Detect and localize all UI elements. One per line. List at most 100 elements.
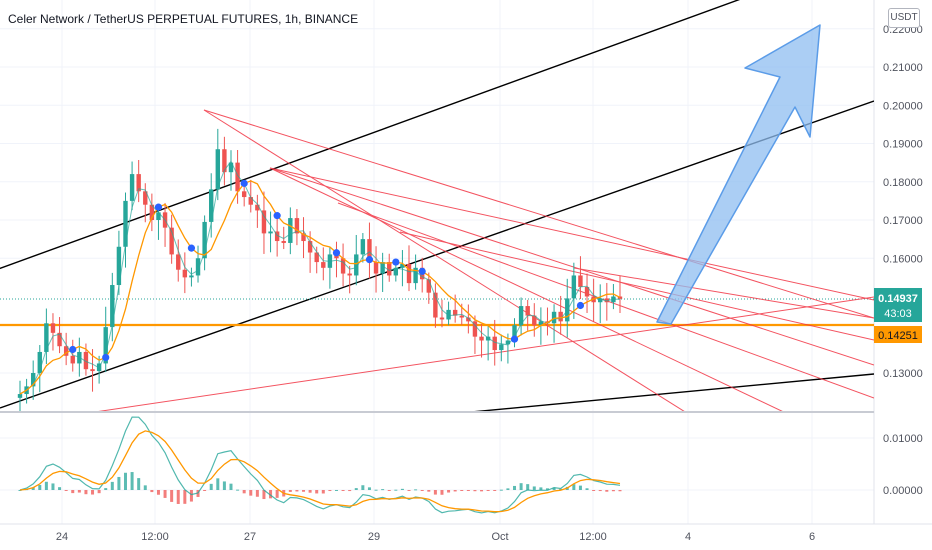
histogram-bar <box>592 490 596 491</box>
price-tick-label: 0.13000 <box>883 368 923 380</box>
up-arrow-drawing[interactable] <box>656 24 821 325</box>
histogram-bar <box>341 490 345 491</box>
histogram-bar <box>269 490 273 499</box>
time-axis[interactable]: 24 12:00 27 29 Oct 12:00 4 6 <box>56 531 815 543</box>
fast-moving-average <box>19 160 621 395</box>
signal-dot <box>332 249 341 257</box>
histogram-bar <box>433 490 437 495</box>
price-pane <box>0 0 874 415</box>
chart-title: Celer Network / TetherUS PERPETUAL FUTUR… <box>8 12 359 26</box>
candle-body <box>136 174 141 192</box>
histogram-bar <box>38 484 42 490</box>
histogram-bar <box>288 490 292 492</box>
candle-body <box>558 311 563 322</box>
signal-dot <box>365 256 374 264</box>
histogram-bar <box>420 490 424 491</box>
histogram-bar <box>209 483 213 490</box>
candle-body <box>274 231 280 242</box>
time-tick-label: Oct <box>491 531 508 543</box>
candle-body <box>314 252 319 263</box>
candle-body <box>202 221 207 259</box>
histogram-bar <box>295 490 299 492</box>
histogram-bar <box>123 472 127 490</box>
candle-body <box>17 394 23 398</box>
price-tick-label: 0.17000 <box>883 215 923 227</box>
time-tick-label: 12:00 <box>141 531 169 543</box>
candle-body <box>340 258 346 274</box>
time-tick-label: 4 <box>685 531 691 543</box>
histogram-bar <box>104 488 108 490</box>
signal-dot <box>418 267 426 275</box>
histogram-bar <box>77 490 81 493</box>
candle-body <box>413 267 418 284</box>
candle-body <box>433 292 438 318</box>
time-tick-label: 29 <box>368 531 380 543</box>
histogram-bar <box>58 487 62 490</box>
histogram-bar <box>532 486 536 490</box>
candle-body <box>50 323 56 333</box>
candle-body <box>518 306 524 326</box>
histogram-bar <box>618 490 622 492</box>
candle-body <box>281 241 286 243</box>
oscillator-tick-label: 0.01000 <box>883 433 923 445</box>
countdown-text: 43:03 <box>884 308 912 320</box>
signal-dot <box>576 301 585 310</box>
histogram-bar <box>315 490 319 494</box>
histogram-bar <box>513 485 517 490</box>
candle-body <box>255 204 260 211</box>
candle-body <box>248 197 253 205</box>
histogram-bar <box>493 490 497 491</box>
histogram-bar <box>611 490 615 492</box>
candle-body <box>182 269 188 278</box>
signal-dot <box>273 212 281 220</box>
histogram-bar <box>374 489 378 491</box>
macd-pane <box>18 416 622 514</box>
candle-body <box>321 262 326 268</box>
oscillator-axis: 0.01000 0.00000 <box>883 433 923 497</box>
last-price-label: 0.14937 43:03 <box>874 288 922 322</box>
candle-body <box>90 369 95 372</box>
candle-body <box>44 323 49 352</box>
channel-line-upper[interactable] <box>0 0 760 272</box>
candle-body <box>578 275 583 287</box>
candle-body <box>452 309 458 316</box>
histogram-bar <box>387 490 391 491</box>
candle-body <box>571 275 577 299</box>
candle-body <box>288 218 293 243</box>
candle-body <box>169 227 174 255</box>
time-tick-label: 24 <box>56 531 68 543</box>
histogram-bar <box>64 490 68 491</box>
histogram-bar <box>321 490 325 494</box>
histogram-bar <box>222 481 226 490</box>
signal-line <box>19 430 621 513</box>
candle-body <box>209 189 214 222</box>
histogram-bar <box>552 487 556 490</box>
histogram-bar <box>150 490 154 493</box>
channel-line-lower[interactable] <box>450 373 874 414</box>
candle-body <box>551 311 557 324</box>
channel-line-middle[interactable] <box>0 100 874 409</box>
histogram-bar <box>183 490 187 504</box>
candle-body <box>354 254 359 276</box>
candle-body <box>70 355 75 364</box>
candle-body <box>373 262 379 274</box>
histogram-bar <box>466 490 470 491</box>
signal-dot <box>187 244 196 252</box>
signal-dot <box>510 335 519 343</box>
histogram-bar <box>598 490 602 492</box>
candle-body <box>195 258 201 276</box>
currency-button[interactable]: USDT <box>888 8 920 28</box>
histogram-bar <box>91 490 95 495</box>
histogram-bar <box>110 481 114 490</box>
candle-body <box>367 239 372 263</box>
histogram-bar <box>255 490 259 497</box>
histogram-bar <box>71 490 75 494</box>
candle-body <box>268 231 273 234</box>
level-price-label: 0.14251 <box>874 326 922 343</box>
candle-body <box>406 263 412 284</box>
trend-lines[interactable] <box>95 109 874 415</box>
histogram-bar <box>137 478 141 490</box>
candle-body <box>83 351 89 370</box>
candle-body <box>241 191 247 198</box>
